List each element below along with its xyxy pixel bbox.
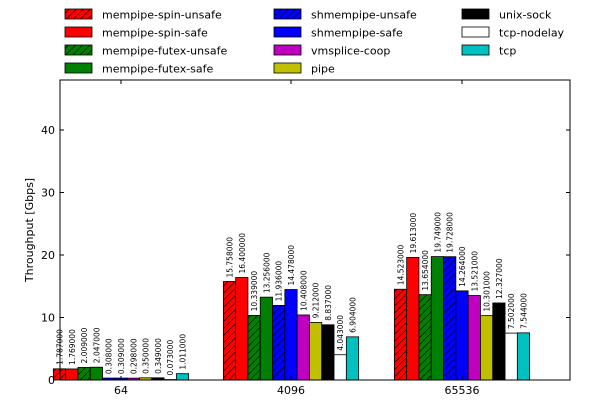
legend-swatch	[273, 44, 302, 56]
axes: 0 10 20 30 40 64 4096 65536	[41, 80, 570, 397]
legend-swatch	[273, 26, 302, 38]
bar-hatch	[247, 315, 261, 380]
bar-value-label: 7.502000	[507, 293, 516, 329]
y-tick-label: 30	[41, 187, 55, 200]
bar-pipe-65536	[480, 315, 494, 381]
bar-value-label: 0.073000	[166, 340, 175, 376]
bar-mempipe-spin-safe-65536	[406, 257, 420, 381]
legend-label: mempipe-futex-safe	[102, 63, 214, 76]
bar-hatch	[102, 378, 115, 380]
x-tick-label: 4096	[277, 384, 305, 397]
bar-value-label: 0.350000	[142, 338, 151, 374]
legend-swatch-hatch	[274, 9, 301, 19]
bar-value-label: 9.212000	[312, 282, 321, 318]
bar-value-label: 0.308000	[105, 338, 114, 374]
y-tick-label: 20	[41, 249, 55, 262]
bar-mempipe-spin-safe-4096	[235, 277, 249, 381]
legend-label: pipe	[311, 63, 335, 76]
bar-value-label: 6.904000	[349, 297, 358, 333]
bar-pipe-4096	[309, 322, 323, 381]
bar-value-label: 11.936000	[275, 261, 284, 302]
plot-frame	[59, 79, 571, 381]
bar-mempipe-futex-safe-64	[89, 366, 103, 381]
bar-shmempipe-safe-4096	[284, 289, 298, 381]
bar-hatch	[77, 367, 91, 380]
bar-hatch	[394, 289, 407, 380]
bar-value-label: 15.758000	[226, 237, 235, 278]
bar-hatch	[443, 256, 456, 380]
bar-mempipe-futex-safe-4096	[259, 296, 273, 381]
y-tick-label: 10	[41, 312, 55, 325]
bar-value-label: 10.408000	[299, 270, 308, 311]
bar-value-label: 14.478000	[287, 245, 296, 286]
bar-tcp-nodelay-65536	[504, 332, 518, 381]
legend-swatch	[461, 44, 490, 56]
bar-mempipe-futex-safe-65536	[430, 256, 444, 381]
bar-value-label: 1.769000	[68, 329, 77, 365]
bar-value-label: 19.613000	[409, 213, 418, 254]
bar-value-label: 1.011000	[179, 334, 188, 370]
legend-label: vmsplice-coop	[311, 45, 390, 58]
bar-value-label: 4.043000	[336, 315, 345, 351]
bar-hatch	[223, 281, 236, 380]
bar-value-label: 19.749000	[433, 212, 442, 253]
legend-swatch	[273, 62, 302, 74]
legend-label: shmempipe-safe	[311, 27, 403, 40]
bar-tcp-65536	[516, 332, 531, 381]
bar-value-label: 0.298000	[129, 338, 138, 374]
x-tick-label: 65536	[445, 384, 480, 397]
bar-tcp-4096	[345, 336, 360, 381]
bar-value-label: 8.837000	[324, 285, 333, 321]
y-tick-label: 0	[48, 374, 55, 387]
bar-value-label: 13.256000	[262, 252, 271, 293]
bar-value-label: 13.521000	[470, 251, 479, 292]
bar-value-label: 0.309000	[117, 338, 126, 374]
bar-mempipe-spin-safe-64	[65, 368, 79, 381]
bar-value-label: 14.264000	[458, 246, 467, 287]
legend-label: mempipe-spin-unsafe	[102, 9, 222, 22]
y-tick-label: 40	[41, 124, 55, 137]
bar-value-label: 14.523000	[397, 244, 406, 285]
bar-unix-sock-65536	[492, 302, 506, 381]
legend-label: shmempipe-unsafe	[311, 9, 417, 22]
bar-value-label: 0.349000	[154, 338, 163, 374]
legend-label: mempipe-spin-safe	[102, 27, 208, 40]
legend-label: unix-sock	[499, 9, 552, 22]
bar-value-label: 19.728000	[446, 212, 455, 253]
bar-value-label: 16.400000	[238, 233, 247, 274]
bar-vmsplice-coop-65536	[467, 295, 481, 381]
legend-swatch	[461, 8, 490, 20]
legend-swatch	[64, 26, 93, 38]
legend-swatch	[461, 26, 490, 38]
bar-tcp-nodelay-4096	[333, 354, 347, 381]
legend: mempipe-spin-unsafe mempipe-spin-safe memp…	[64, 8, 565, 76]
bar-value-label: 13.654000	[421, 250, 430, 291]
bar-value-label: 7.544000	[520, 293, 529, 329]
legend-swatch-hatch	[65, 45, 92, 55]
bar-value-label: 10.339000	[250, 271, 259, 312]
legend-swatch	[64, 62, 93, 74]
bar-hatch	[418, 294, 432, 380]
bar-value-label: 10.301000	[483, 271, 492, 312]
legend-label: mempipe-futex-unsafe	[102, 45, 227, 58]
bar-hatch	[272, 305, 285, 380]
legend-label: tcp-nodelay	[499, 27, 565, 40]
y-axis-label: Throughput [Gbps]	[23, 178, 36, 283]
bar-vmsplice-coop-4096	[296, 314, 310, 381]
x-tick-label: 64	[114, 384, 128, 397]
bar-unix-sock-4096	[321, 324, 335, 381]
legend-swatch-hatch	[65, 9, 92, 19]
bar-value-label: 2.047000	[92, 327, 101, 363]
legend-label: tcp	[499, 45, 516, 58]
bar-tcp-64	[175, 373, 190, 381]
bar-value-label: 2.009000	[80, 327, 89, 363]
bar-value-label: 12.327000	[495, 258, 504, 299]
bar-shmempipe-safe-65536	[455, 290, 469, 381]
